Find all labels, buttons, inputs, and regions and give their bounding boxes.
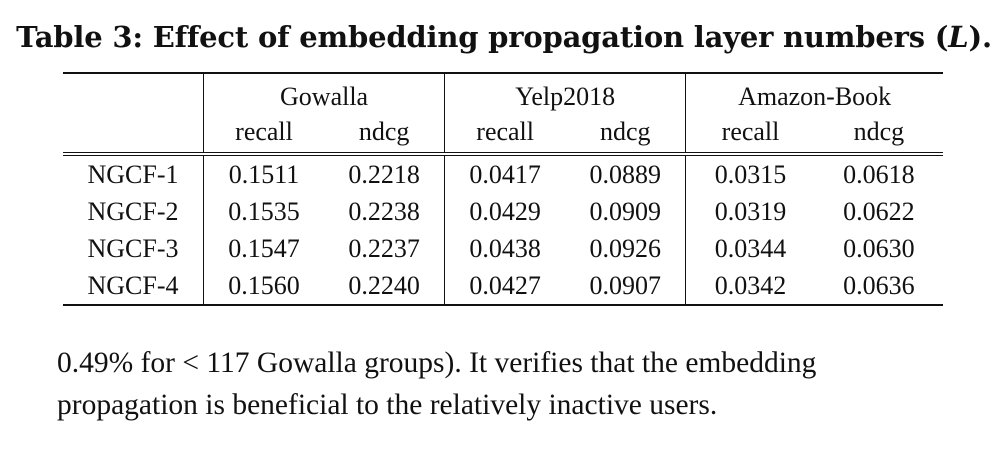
table-row: NGCF-3 0.1547 0.2237 0.0438 0.0926 0.034… [63, 230, 943, 267]
table-cell: 0.0427 [444, 267, 566, 306]
row-label: NGCF-4 [63, 267, 204, 306]
body-line: 0.49% for < 117 Gowalla groups). It veri… [57, 347, 817, 379]
row-label: NGCF-1 [87, 159, 179, 189]
corner-cell [63, 72, 204, 112]
table-cell: 0.1511 [203, 154, 325, 193]
table-cell: 0.0909 [589, 196, 661, 226]
caption-variable: L [948, 20, 969, 54]
row-label: NGCF-2 [87, 196, 179, 226]
table-row: NGCF-2 0.1535 0.2238 0.0429 0.0909 0.031… [63, 193, 943, 230]
table-cell: 0.2238 [348, 196, 420, 226]
corner-cell [63, 112, 204, 156]
metric-header: recall [685, 112, 815, 156]
table-cell: 0.2237 [348, 233, 420, 263]
results-table: Gowalla Yelp2018 Amazon-Book recall ndcg… [63, 72, 943, 306]
metric-header: ndcg [324, 112, 445, 156]
metric-header: ndcg [565, 112, 686, 156]
metric-header: recall [203, 112, 325, 156]
table-cell: 0.0315 [685, 154, 815, 193]
table-cell: 0.1547 [203, 230, 325, 267]
table-cell: 0.0618 [843, 159, 915, 189]
table-cell: 0.2240 [324, 267, 445, 306]
table-cell: 0.0622 [843, 196, 915, 226]
group-header: Yelp2018 [444, 72, 686, 112]
group-header-row: Gowalla Yelp2018 Amazon-Book [63, 72, 943, 112]
table-cell: 0.0438 [444, 230, 566, 267]
table-cell: 0.0429 [444, 193, 566, 230]
table-cell: 0.0342 [685, 267, 815, 306]
body-paragraph: 0.49% for < 117 Gowalla groups). It veri… [57, 342, 997, 426]
body-line: propagation is beneficial to the relativ… [57, 389, 718, 421]
table-cell: 0.0907 [565, 267, 686, 306]
table-cell: 0.0417 [444, 154, 566, 193]
table-cell: 0.2218 [348, 159, 420, 189]
table-caption: Table 3: Effect of embedding propagation… [0, 20, 1008, 54]
metric-header: recall [444, 112, 566, 156]
row-label: NGCF-3 [87, 233, 179, 263]
table-cell: 0.0636 [814, 267, 943, 306]
group-header: Amazon-Book [685, 72, 943, 112]
table-row: NGCF-1 0.1511 0.2218 0.0417 0.0889 0.031… [63, 154, 943, 193]
group-header: Gowalla [202, 72, 445, 112]
caption-suffix: ). [968, 20, 992, 54]
table-cell: 0.0630 [843, 233, 915, 263]
table-row: NGCF-4 0.1560 0.2240 0.0427 0.0907 0.034… [63, 267, 943, 306]
metric-header-row: recall ndcg recall ndcg recall ndcg [63, 112, 943, 156]
table-cell: 0.0319 [685, 193, 815, 230]
caption-prefix: Table 3: Effect of embedding propagation… [16, 20, 949, 54]
table-cell: 0.0926 [589, 233, 661, 263]
table-cell: 0.0344 [685, 230, 815, 267]
table-cell: 0.0889 [589, 159, 661, 189]
metric-header: ndcg [814, 112, 943, 156]
table-cell: 0.1535 [203, 193, 325, 230]
table-cell: 0.1560 [203, 267, 325, 306]
